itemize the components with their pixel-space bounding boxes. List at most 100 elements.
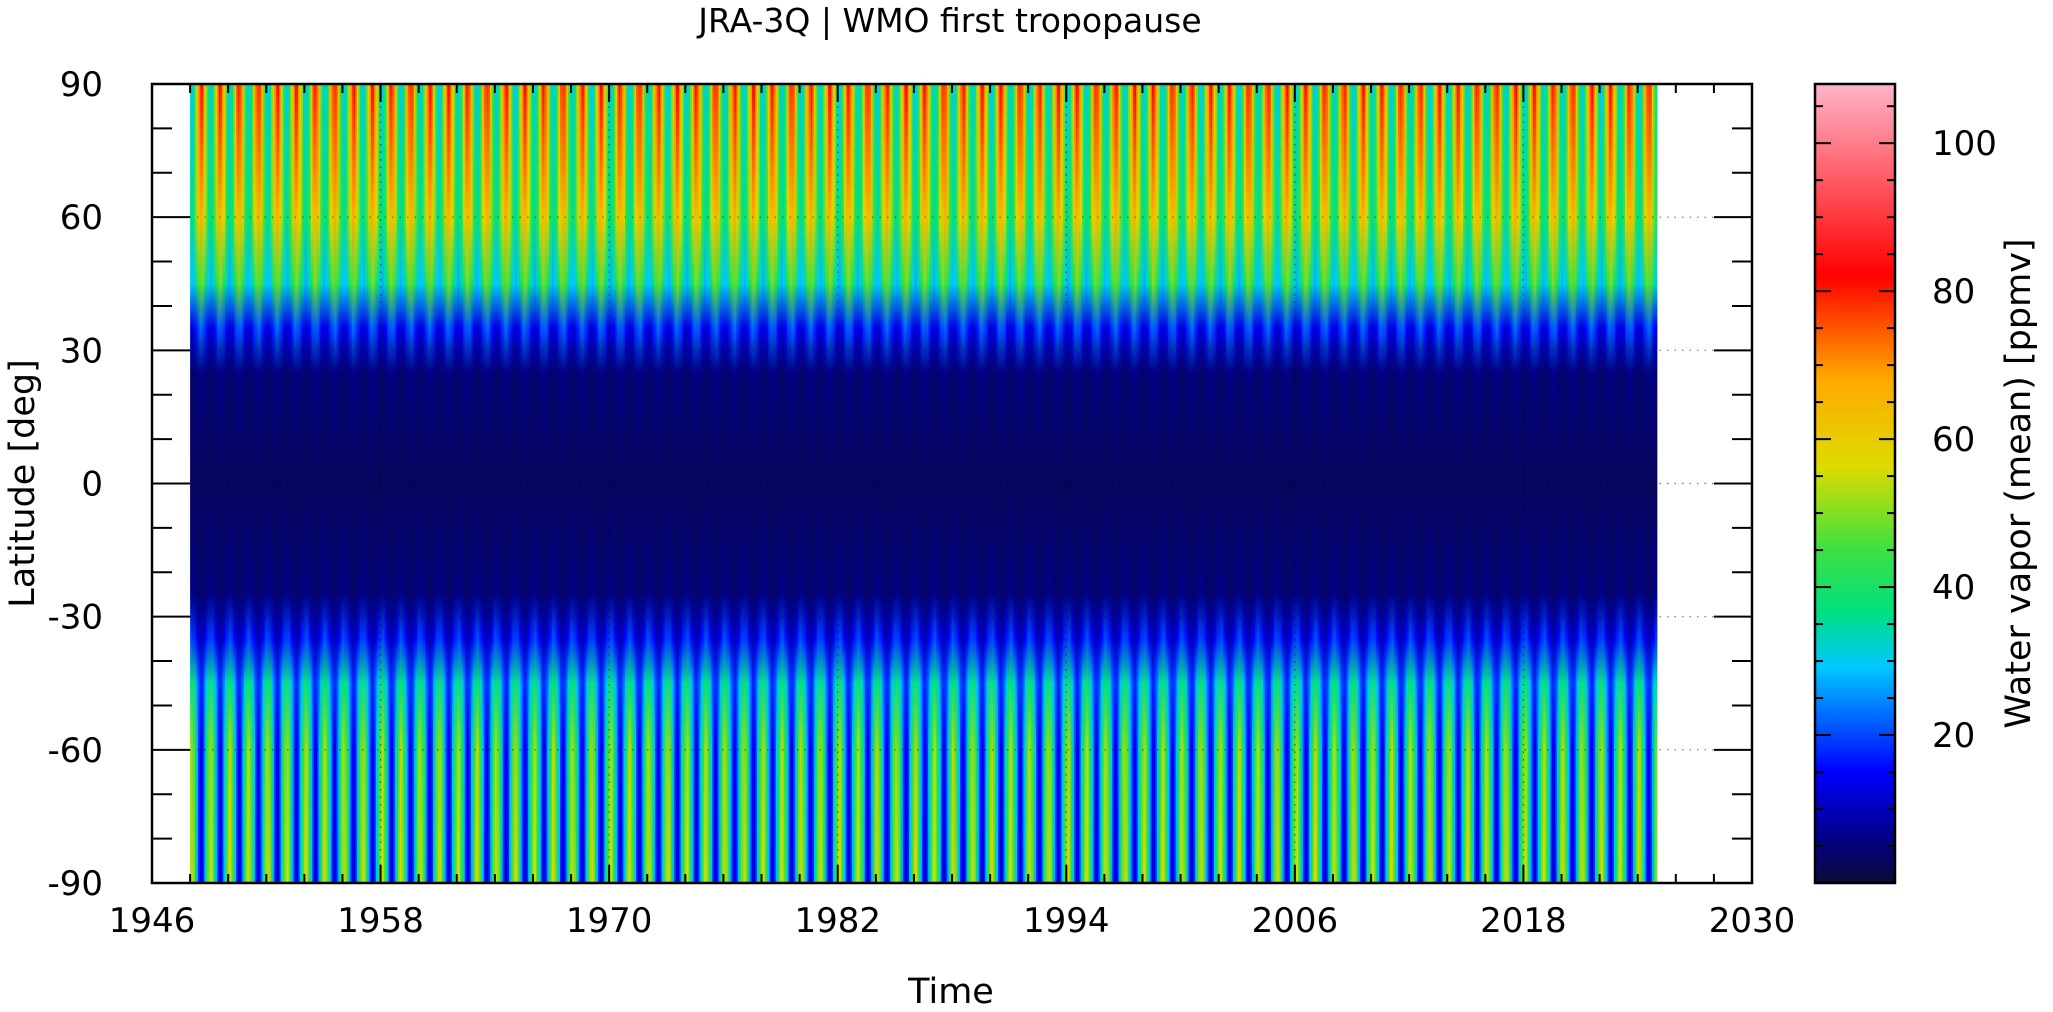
heatmap-column [610,84,613,883]
heatmap-column [258,84,261,883]
heatmap-column [401,84,404,883]
heatmap-column [701,84,704,883]
heatmap-column [842,84,845,883]
heatmap-column [1175,84,1178,883]
heatmap-column [756,84,759,883]
heatmap-column [959,84,963,883]
heatmap-column [753,84,756,883]
heatmap-column [717,84,720,883]
heatmap-column [1167,84,1171,883]
heatmap-column [1090,84,1093,883]
heatmap-column [1480,84,1483,883]
heatmap-column [763,84,766,883]
heatmap-column [1475,84,1478,883]
heatmap-column [1098,84,1101,883]
heatmap-column [645,84,648,883]
heatmap-column [1367,84,1371,883]
heatmap-column [1391,84,1394,883]
heatmap-column [355,84,358,883]
y-tick-label: 90 [60,65,103,105]
x-tick-label: 2030 [1709,901,1796,941]
heatmap-column [1296,84,1299,883]
heatmap-column [340,84,344,883]
y-tick-label: -90 [47,864,103,904]
y-tick-label: 60 [60,198,103,238]
heatmap-column [1453,84,1456,883]
heatmap-column [1075,84,1078,883]
heatmap-column [288,84,291,883]
heatmap-column [1461,84,1464,883]
x-tick-label: 2006 [1252,901,1339,941]
heatmap-column [1496,84,1499,883]
x-tick-label: 1982 [794,901,881,941]
heatmap-column [574,84,577,883]
heatmap-column [321,84,325,883]
heatmap-column [544,84,547,883]
heatmap-column [1398,84,1401,883]
heatmap-column [385,84,388,883]
heatmap-column [1293,84,1296,883]
heatmap-column [1048,84,1052,883]
heatmap-column [529,84,532,883]
heatmap-column [1515,84,1518,883]
heatmap-column [836,84,839,883]
heatmap-column [1502,84,1505,883]
heatmap-column [1437,84,1440,883]
heatmap-column [1512,84,1515,883]
heatmap-column [974,84,977,883]
heatmap-column [942,84,945,883]
heatmap-column [882,84,885,883]
heatmap-column [731,84,734,883]
heatmap-column [642,84,645,883]
heatmap-column [625,84,628,883]
heatmap-column [607,84,610,883]
heatmap-column [358,84,361,883]
heatmap-column [1467,84,1471,883]
heatmap-column [1428,84,1431,883]
heatmap-column [550,84,553,883]
heatmap-column [1571,84,1574,883]
heatmap-column [1328,84,1331,883]
heatmap-column [1205,84,1209,883]
heatmap-column [1637,84,1640,883]
heatmap-column [272,84,275,883]
y-tick-label: 30 [60,331,103,371]
heatmap-column [312,84,315,883]
heatmap-column [1107,84,1110,883]
heatmap-column [626,84,629,883]
heatmap-column [1447,84,1450,883]
heatmap-column [1240,84,1244,883]
heatmap-column [525,84,528,883]
heatmap-column [994,84,998,883]
heatmap-column [913,84,917,883]
heatmap-column [1655,84,1658,883]
x-tick-label: 1946 [109,901,196,941]
heatmap-column [1312,84,1315,883]
x-tick-label: 1994 [1023,901,1110,941]
heatmap-column [1628,84,1631,883]
heatmap-column [690,84,693,883]
heatmap-column [1047,84,1050,883]
heatmap-column [845,84,848,883]
heatmap-column [283,84,286,883]
heatmap-column [464,84,467,883]
heatmap-column [263,84,266,883]
heatmap-column [585,84,588,883]
heatmap-column [1472,84,1475,883]
heatmap-column [612,84,615,883]
heatmap-column [1498,84,1501,883]
heatmap-column [975,84,978,883]
heatmap-column [772,84,775,883]
heatmap-column [342,84,345,883]
heatmap-column [686,84,690,883]
heatmap-column [874,84,877,883]
heatmap-column [1536,84,1539,883]
heatmap-column [252,84,255,883]
heatmap-column [1444,84,1447,883]
heatmap-column [993,84,996,883]
heatmap-column [963,84,966,883]
heatmap-column [637,84,640,883]
heatmap-column [823,84,826,883]
heatmap-column [232,84,236,883]
heatmap-column [1298,84,1301,883]
